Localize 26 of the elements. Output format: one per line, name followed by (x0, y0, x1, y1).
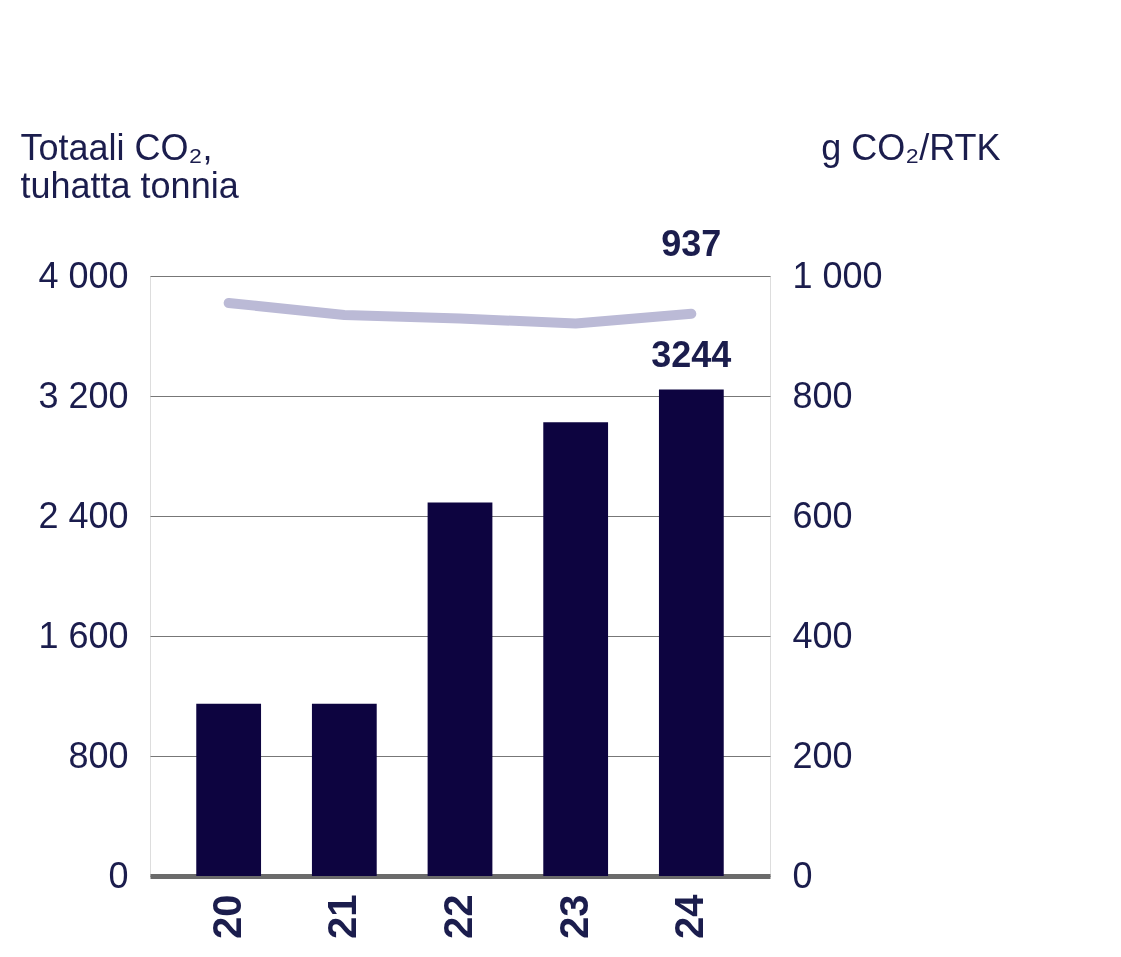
bar (543, 422, 609, 876)
y2-tick-label: 0 (792, 854, 813, 896)
y2-tick-label: 600 (792, 494, 853, 536)
bar (658, 389, 724, 876)
y-tick-label: 800 (68, 734, 129, 776)
y-axis-title: Totaali CO₂, tuhatta tonnia (20, 126, 240, 206)
bar (427, 502, 493, 876)
data-label: 3244 (651, 334, 732, 376)
y-tick-label: 1 600 (38, 614, 129, 656)
y-tick-label: 3 200 (38, 374, 129, 416)
y2-tick-label: 400 (792, 614, 853, 656)
y-tick-label: 4 000 (38, 254, 129, 296)
y-tick-label: 2 400 (38, 494, 129, 536)
bar (311, 703, 377, 876)
data-label: 937 (661, 222, 722, 264)
y2-tick-label: 1 000 (792, 254, 883, 296)
y2-tick-label: 200 (792, 734, 853, 776)
x-tick-label: 20 (204, 894, 249, 939)
bar (196, 703, 262, 876)
x-tick-label: 22 (436, 894, 480, 939)
y2-axis-title: g CO₂/RTK (821, 126, 1001, 168)
x-tick-label: 23 (551, 894, 596, 939)
x-tick-label: 24 (667, 893, 712, 939)
y-tick-label: 0 (108, 854, 129, 896)
y2-tick-label: 800 (792, 374, 853, 416)
x-tick-label: 21 (320, 894, 365, 939)
